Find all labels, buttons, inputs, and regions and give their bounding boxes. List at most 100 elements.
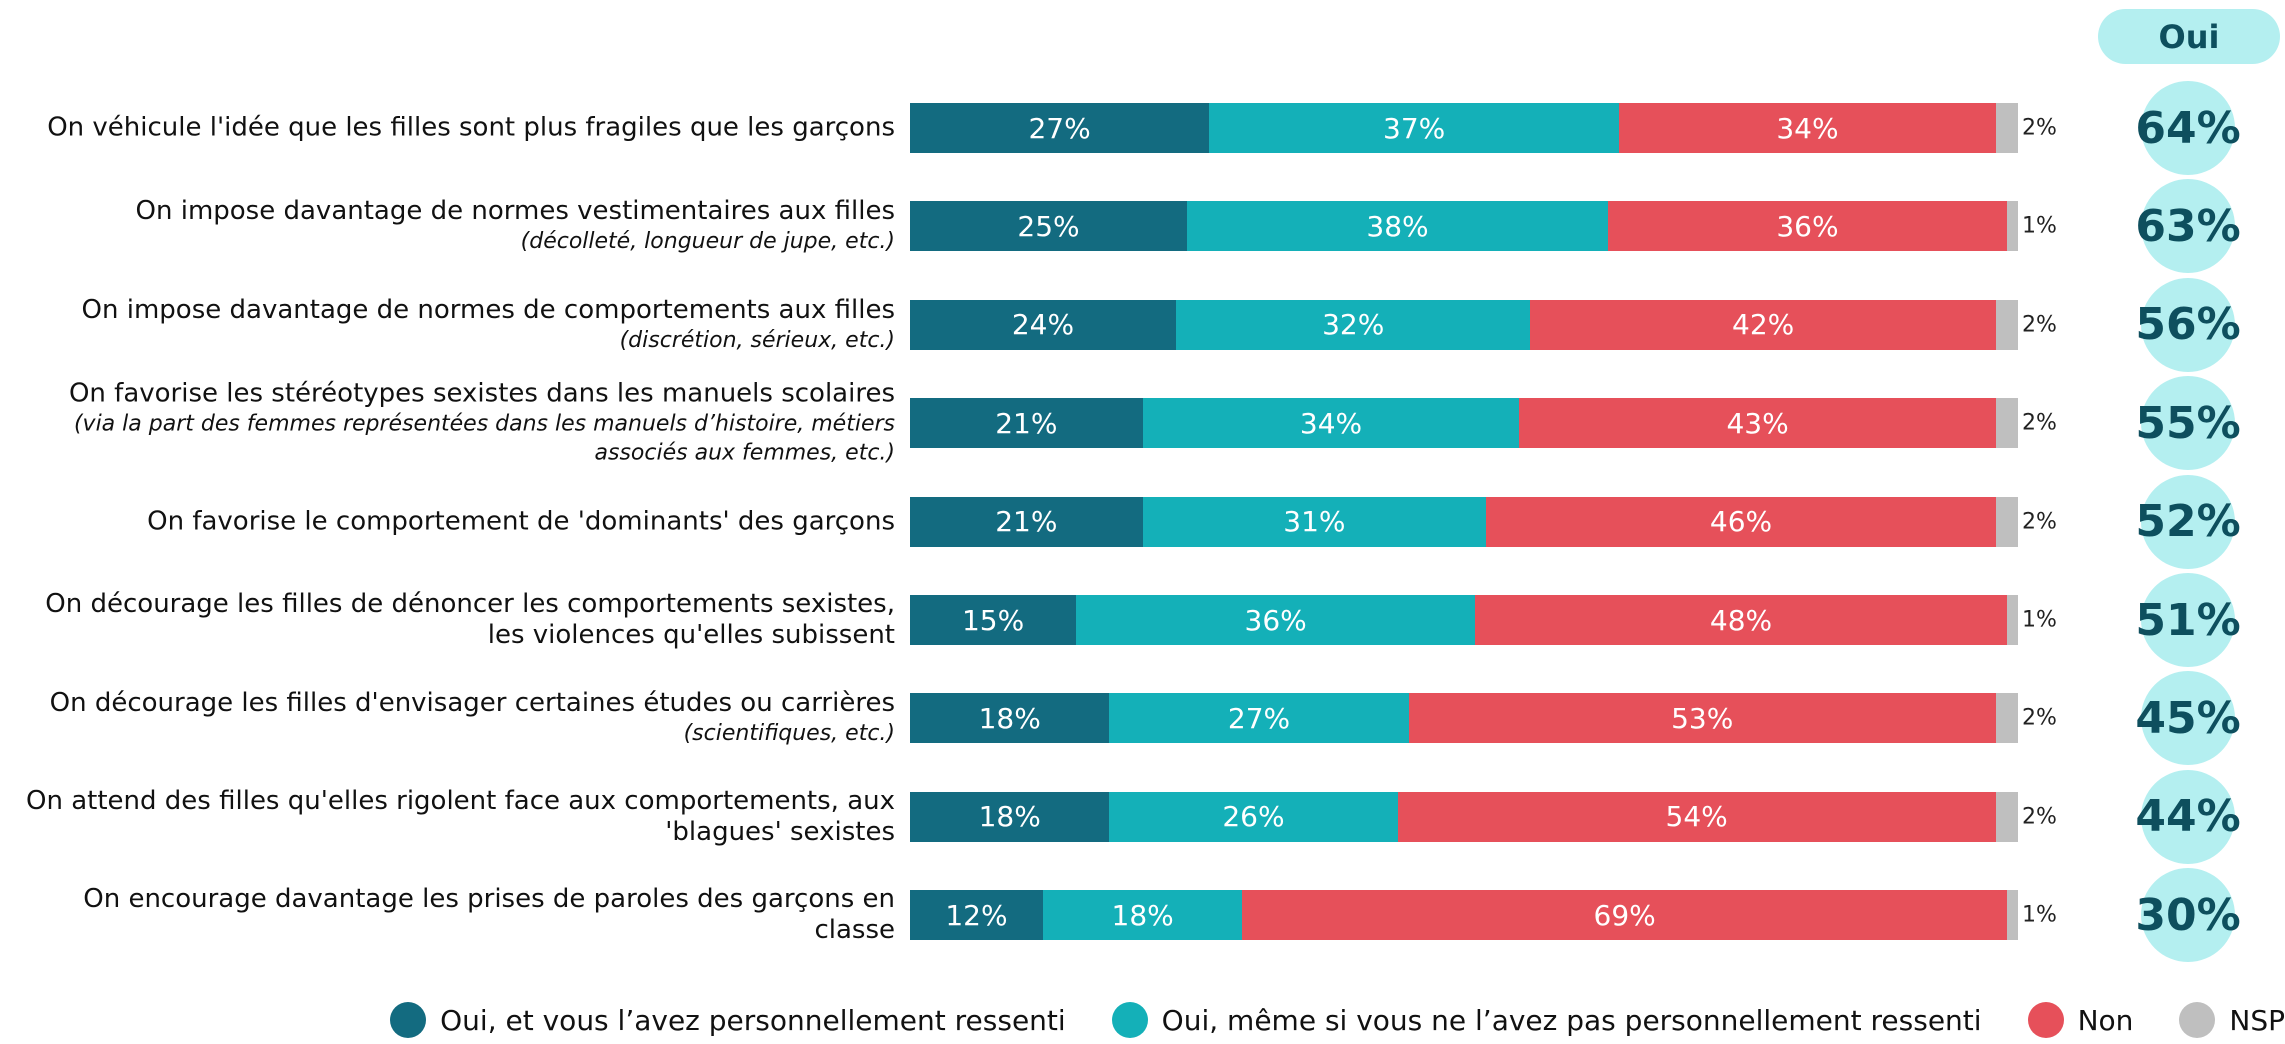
bar-segment: 54% xyxy=(1397,791,1996,842)
value-label: 37% xyxy=(1383,111,1446,145)
bar-segment: 34% xyxy=(1142,398,1520,449)
total-label: 45% xyxy=(2135,692,2241,744)
bar-segment: 25% xyxy=(910,201,1187,252)
bar-segment xyxy=(1995,693,2018,744)
bar-segment xyxy=(1995,496,2018,547)
bar-segment: 31% xyxy=(1142,496,1487,547)
value-label: 69% xyxy=(1593,898,1656,932)
total-header: Oui xyxy=(2098,9,2280,64)
category-label: On impose davantage de normes vestimenta… xyxy=(15,196,895,256)
bar-segment: 27% xyxy=(1109,693,1409,744)
value-label: 36% xyxy=(1776,209,1839,243)
value-label: 42% xyxy=(1732,308,1795,342)
total-circle: 44% xyxy=(2135,769,2241,864)
bar-segment xyxy=(1995,103,2018,153)
value-label: 21% xyxy=(995,406,1058,440)
bar-segment: 53% xyxy=(1408,693,1996,744)
bar-segment: 18% xyxy=(910,693,1110,744)
category-label: On favorise les stéréotypes sexistes dan… xyxy=(15,379,895,468)
value-label: 1% xyxy=(2022,213,2057,239)
value-label: 38% xyxy=(1366,209,1429,243)
category-text: On décourage les filles de dénoncer les … xyxy=(45,589,895,650)
total-circle: 64% xyxy=(2135,81,2241,175)
value-label: 18% xyxy=(978,701,1041,735)
bar-segment: 46% xyxy=(1486,496,1996,547)
total-label: 63% xyxy=(2135,200,2241,252)
bar-segment: 27% xyxy=(910,103,1210,153)
bar-segment: 18% xyxy=(1042,890,1243,941)
category-text: On décourage les filles d'envisager cert… xyxy=(49,688,895,719)
total-label: 55% xyxy=(2135,397,2241,449)
bar-segment: 36% xyxy=(1608,201,2007,252)
value-label: 32% xyxy=(1322,308,1385,342)
legend-swatch xyxy=(2027,1002,2064,1038)
category-note: (discrétion, sérieux, etc.) xyxy=(619,327,895,353)
total-label: 44% xyxy=(2135,791,2241,843)
legend: Oui, et vous l’avez personnellement ress… xyxy=(0,1002,2285,1038)
legend-item: Oui, même si vous ne l’avez pas personne… xyxy=(1111,1002,1982,1038)
value-label: 53% xyxy=(1671,701,1734,735)
value-label: 2% xyxy=(2022,705,2057,731)
bar-segment xyxy=(1995,299,2018,350)
total-circle: 55% xyxy=(2135,376,2241,471)
bar-segment: 24% xyxy=(910,299,1176,350)
legend-item: Non xyxy=(2027,1002,2134,1038)
bar-segment: 26% xyxy=(1109,791,1398,842)
bar-segment: 43% xyxy=(1519,398,1996,449)
value-label: 18% xyxy=(1111,898,1174,932)
value-label: 25% xyxy=(1017,209,1080,243)
total-circle: 45% xyxy=(2135,671,2241,766)
bar-segment: 38% xyxy=(1187,201,1609,252)
category-text: On impose davantage de normes vestimenta… xyxy=(135,196,895,227)
bar-segment: 48% xyxy=(1475,595,2007,645)
total-label: 52% xyxy=(2135,496,2241,548)
value-label: 34% xyxy=(1299,406,1363,440)
total-circle: 56% xyxy=(2135,277,2241,372)
bar-segment xyxy=(1995,398,2018,449)
value-label: 12% xyxy=(945,898,1008,932)
legend-label: Non xyxy=(2077,1003,2134,1037)
total-circle: 51% xyxy=(2135,573,2241,667)
category-label: On favorise le comportement de 'dominant… xyxy=(15,506,895,537)
value-label: 15% xyxy=(961,603,1025,637)
value-label: 1% xyxy=(2022,607,2057,633)
bar-segment: 34% xyxy=(1619,103,1996,153)
category-text: On favorise le comportement de 'dominant… xyxy=(147,506,895,537)
category-label: On véhicule l'idée que les filles sont p… xyxy=(15,113,895,144)
category-text: On encourage davantage les prises de par… xyxy=(83,884,895,946)
total-circle: 52% xyxy=(2135,474,2241,569)
value-label: 18% xyxy=(978,800,1041,834)
bar-segment: 21% xyxy=(910,496,1143,547)
value-label: 46% xyxy=(1709,505,1773,539)
category-text: On véhicule l'idée que les filles sont p… xyxy=(47,112,895,143)
category-label: On décourage les filles de dénoncer les … xyxy=(15,589,895,651)
value-label: 2% xyxy=(2022,509,2057,535)
value-label: 2% xyxy=(2022,804,2057,830)
value-label: 34% xyxy=(1776,111,1839,145)
legend-swatch xyxy=(1111,1002,1148,1038)
bar-segment: 18% xyxy=(910,791,1110,842)
value-label: 48% xyxy=(1709,603,1773,637)
legend-item: Oui, et vous l’avez personnellement ress… xyxy=(390,1002,1066,1038)
legend-swatch xyxy=(390,1002,427,1038)
bar-segment xyxy=(2006,595,2018,645)
legend-label: Oui, et vous l’avez personnellement ress… xyxy=(440,1003,1066,1037)
value-label: 43% xyxy=(1726,406,1789,440)
total-label: 30% xyxy=(2135,889,2241,941)
category-text: On attend des filles qu'elles rigolent f… xyxy=(26,785,895,847)
category-note: (via la part des femmes représentées dan… xyxy=(73,411,895,466)
bar-segment: 32% xyxy=(1175,299,1531,350)
value-label: 54% xyxy=(1665,800,1728,834)
total-label: 56% xyxy=(2135,299,2241,351)
value-label: 21% xyxy=(995,505,1058,539)
category-label: On encourage davantage les prises de par… xyxy=(15,884,895,946)
legend-item: NSP xyxy=(2179,1002,2285,1038)
category-text: On favorise les stéréotypes sexistes dan… xyxy=(68,378,895,409)
bar-segment xyxy=(2006,890,2018,941)
value-label: 31% xyxy=(1283,505,1346,539)
value-label: 27% xyxy=(1227,701,1291,735)
value-label: 2% xyxy=(2022,312,2057,338)
total-circle: 30% xyxy=(2135,868,2241,963)
total-label: 51% xyxy=(2135,594,2241,646)
value-label: 2% xyxy=(2022,410,2057,436)
